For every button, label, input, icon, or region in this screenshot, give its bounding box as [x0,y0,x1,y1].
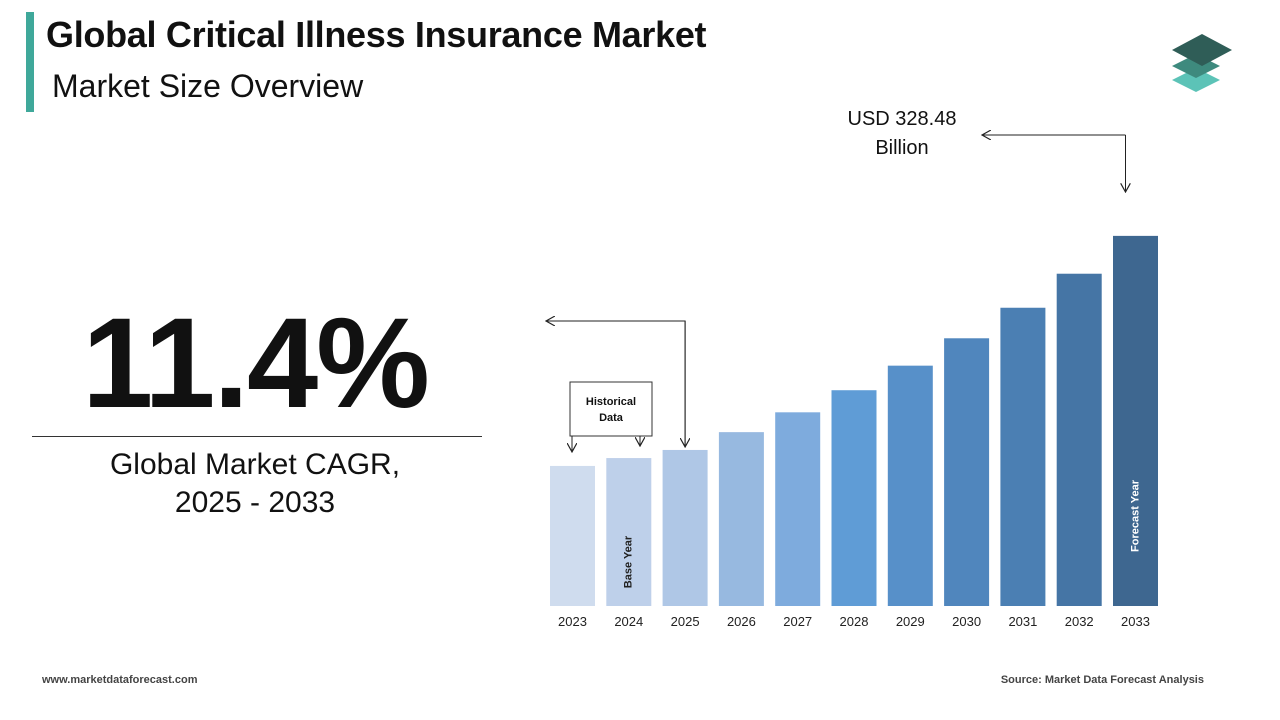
bar-2025 [662,449,708,606]
bar-2032 [1056,273,1102,606]
x-tick-2029: 2029 [896,614,925,629]
historical-data-line2: Data [599,412,624,424]
x-tick-2033: 2033 [1121,614,1150,629]
cagr-label-line1: Global Market CAGR, [109,448,401,481]
title-accent-bar [26,12,34,112]
bar-2033 [1113,235,1158,606]
historical-data-box [569,381,653,437]
bar-2030 [944,338,990,606]
x-tick-2030: 2030 [952,614,981,629]
x-tick-2026: 2026 [727,614,756,629]
bar-2024 [606,458,652,606]
footer-website: www.marketdataforecast.com [42,674,198,686]
x-tick-2028: 2028 [840,614,869,629]
bar-2027 [775,412,821,606]
footer-source: Source: Market Data Forecast Analysis [1000,674,1204,686]
bar-2031 [1000,307,1046,606]
cagr-value: 11.4% [82,292,430,435]
brand-logo-icon [1172,34,1232,92]
bar-2028 [831,390,877,606]
page-subtitle: Market Size Overview [52,68,364,104]
logo-layer-bottom [1172,68,1220,92]
cagr-divider [32,436,482,437]
logo-layer-top [1172,34,1232,66]
base-year-label: Base Year [623,535,635,588]
x-tick-2024: 2024 [614,614,643,629]
bar-2026 [718,432,764,606]
x-tick-2027: 2027 [783,614,812,629]
forecast-year-label: Forecast Year [1129,479,1141,552]
x-tick-labels: 2023 2024 2025 2026 2027 2028 2029 2030 2031 2032… [558,614,1150,629]
x-tick-2025: 2025 [671,614,700,629]
x-tick-2031: 2031 [1008,614,1037,629]
page-title: Global Critical Illness Insurance Market [46,14,707,55]
x-tick-2032: 2032 [1065,614,1094,629]
bar-2029 [887,365,933,606]
cagr-label-line2: 2025 - 2033 [174,486,336,519]
bars-group: Base Year Forecast Year [550,235,1158,606]
end-callout-line2: Billion [875,137,928,159]
bar-2023 [550,465,595,606]
historical-data-line1: Historical [586,396,636,408]
annotations-group: HistoricalDataUSD138.49BillionUSD 328.48… [530,108,1126,452]
cagr-label: Global Market CAGR, 2025 - 2033 [30,446,480,522]
x-tick-2023: 2023 [558,614,587,629]
end-callout-line1: USD 328.48 [848,108,957,130]
